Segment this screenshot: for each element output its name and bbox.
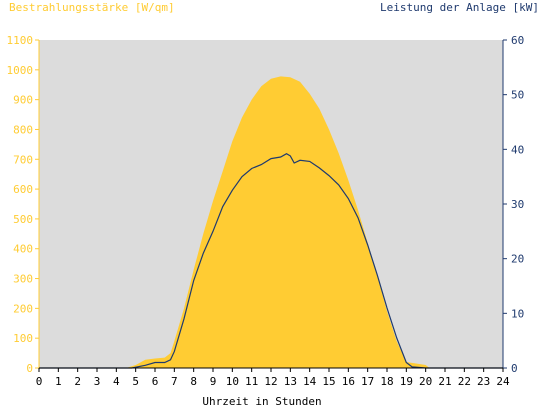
left-axis-ticks: 0 100 200 300 400 500 600 700 800 900 1000 1100 xyxy=(7,34,39,375)
right-tick-label: 60 xyxy=(511,34,524,47)
x-axis-title: Uhrzeit in Stunden xyxy=(202,395,321,408)
x-tick-label: 0 xyxy=(36,375,43,388)
x-tick-label: 5 xyxy=(132,375,139,388)
left-tick-label: 0 xyxy=(26,362,33,375)
left-tick-label: 700 xyxy=(13,153,33,166)
left-tick-label: 200 xyxy=(13,302,33,315)
x-tick-label: 17 xyxy=(361,375,374,388)
right-tick-label: 30 xyxy=(511,198,524,211)
left-tick-label: 400 xyxy=(13,243,33,256)
power-line xyxy=(39,153,503,369)
left-tick-label: 100 xyxy=(13,332,33,345)
x-tick-label: 22 xyxy=(458,375,471,388)
x-tick-label: 12 xyxy=(264,375,277,388)
left-tick-label: 900 xyxy=(13,94,33,107)
right-axis-title: Leistung der Anlage [kW] xyxy=(380,1,539,14)
x-tick-label: 2 xyxy=(74,375,81,388)
x-tick-label: 16 xyxy=(342,375,355,388)
left-tick-label: 1000 xyxy=(7,64,34,77)
right-tick-label: 10 xyxy=(511,307,524,320)
x-tick-label: 3 xyxy=(94,375,101,388)
x-tick-label: 18 xyxy=(380,375,393,388)
x-tick-label: 1 xyxy=(55,375,62,388)
x-tick-label: 11 xyxy=(245,375,258,388)
right-axis-ticks: 0 10 20 30 40 50 60 xyxy=(503,34,524,375)
x-tick-label: 24 xyxy=(496,375,510,388)
x-tick-label: 21 xyxy=(438,375,451,388)
irradiance-area xyxy=(39,76,503,369)
left-tick-label: 800 xyxy=(13,123,33,136)
x-tick-label: 23 xyxy=(477,375,490,388)
right-tick-label: 50 xyxy=(511,89,524,102)
left-tick-label: 600 xyxy=(13,183,33,196)
x-tick-label: 8 xyxy=(190,375,197,388)
right-tick-label: 40 xyxy=(511,143,524,156)
x-tick-label: 15 xyxy=(322,375,335,388)
x-axis-ticks: 0 1 2 3 4 5 6 7 8 9 10 11 12 13 14 15 16 17 18 19 20 21 22 23 24 xyxy=(36,368,510,388)
left-tick-label: 1100 xyxy=(7,34,34,47)
x-tick-label: 13 xyxy=(284,375,297,388)
right-tick-label: 0 xyxy=(511,362,518,375)
x-tick-label: 7 xyxy=(171,375,178,388)
x-tick-label: 6 xyxy=(152,375,159,388)
x-tick-label: 20 xyxy=(419,375,432,388)
left-tick-label: 300 xyxy=(13,273,33,286)
x-tick-label: 10 xyxy=(226,375,239,388)
x-tick-label: 19 xyxy=(400,375,413,388)
x-tick-label: 4 xyxy=(113,375,120,388)
left-tick-label: 500 xyxy=(13,213,33,226)
right-tick-label: 20 xyxy=(511,253,524,266)
x-tick-label: 14 xyxy=(303,375,317,388)
left-axis-title: Bestrahlungsstärke [W/qm] xyxy=(9,1,175,14)
x-tick-label: 9 xyxy=(210,375,217,388)
